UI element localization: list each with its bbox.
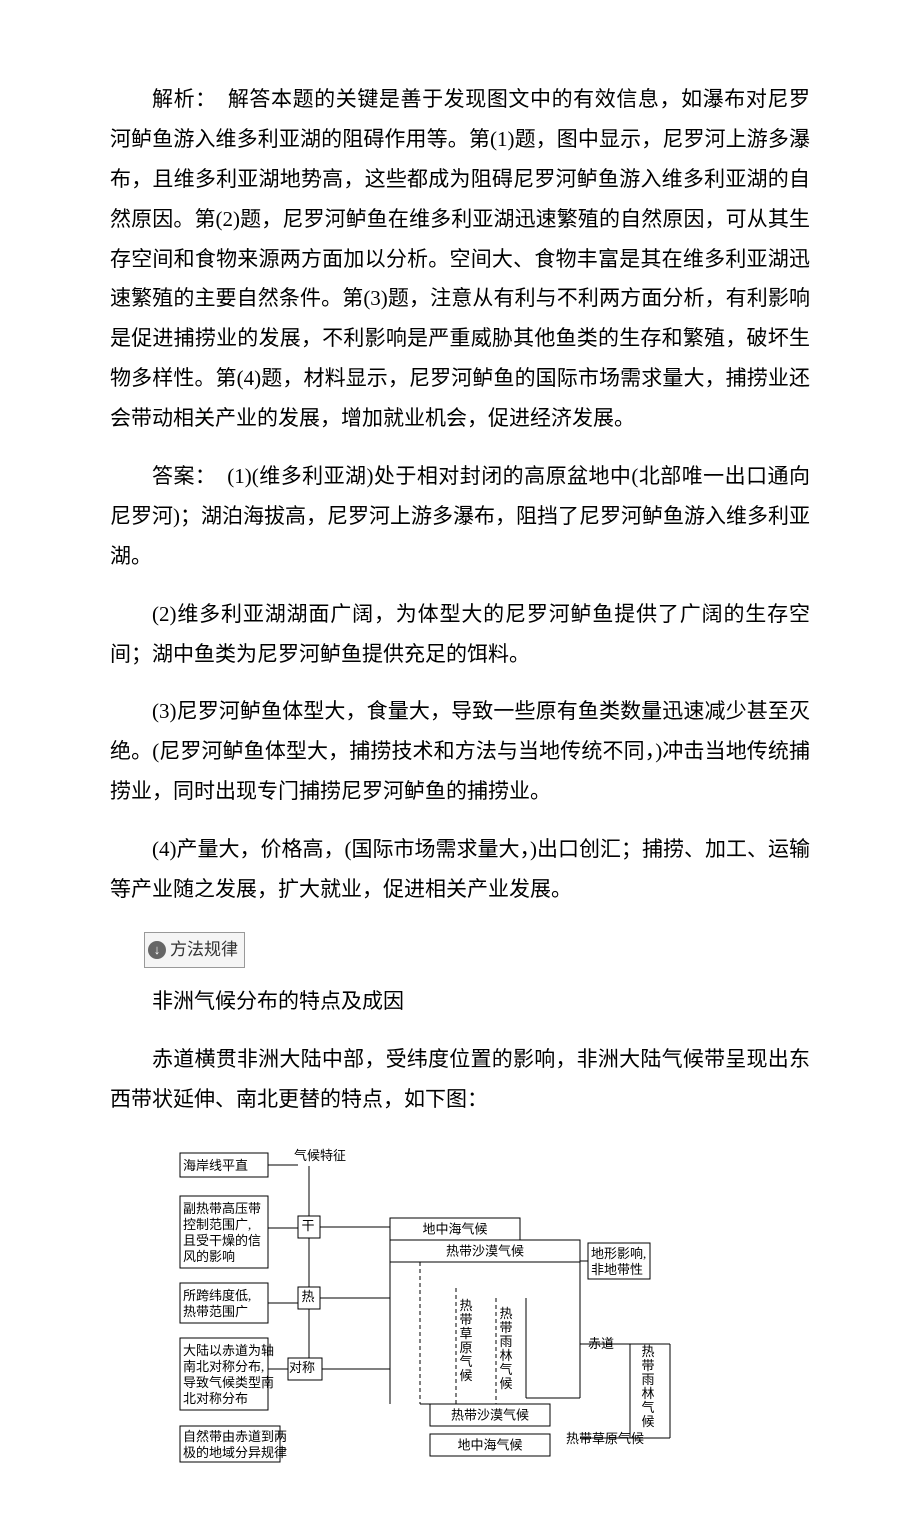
svg-text:地中海气候: 地中海气候 bbox=[422, 1222, 487, 1237]
svg-text:地形影响,: 地形影响, bbox=[591, 1246, 646, 1261]
svg-text:极的地域分异规律: 极的地域分异规律 bbox=[183, 1445, 287, 1460]
svg-text:地中海气候: 地中海气候 bbox=[457, 1438, 522, 1453]
answer-paragraph-3: (3)尼罗河鲈鱼体型大，食量大，导致一些原有鱼类数量迅速减少甚至灭绝。(尼罗河鲈… bbox=[110, 692, 810, 812]
svg-text:且受干燥的信: 且受干燥的信 bbox=[183, 1233, 261, 1248]
answer-paragraph-1: 答案： (1)(维多利亚湖)处于相对封闭的高原盆地中(北部唯一出口通向尼罗河)；… bbox=[110, 457, 810, 577]
svg-text:自然带由赤道到两: 自然带由赤道到两 bbox=[183, 1429, 287, 1444]
svg-text:热: 热 bbox=[459, 1298, 472, 1313]
answer-paragraph-2: (2)维多利亚湖湖面广阔，为体型大的尼罗河鲈鱼提供了广阔的生存空间；湖中鱼类为尼… bbox=[110, 595, 810, 675]
svg-text:所跨纬度低,: 所跨纬度低, bbox=[183, 1288, 251, 1303]
svg-text:热带沙漠气候: 热带沙漠气候 bbox=[451, 1408, 529, 1423]
svg-text:对称: 对称 bbox=[289, 1360, 315, 1375]
method-rule-badge: ↓ 方法规律 bbox=[144, 932, 245, 968]
svg-text:雨: 雨 bbox=[641, 1372, 654, 1387]
svg-text:风的影响: 风的影响 bbox=[183, 1249, 235, 1264]
topic-paragraph: 非洲气候分布的特点及成因 bbox=[110, 982, 810, 1022]
svg-text:南北对称分布,: 南北对称分布, bbox=[183, 1359, 264, 1374]
svg-text:林: 林 bbox=[641, 1386, 654, 1401]
svg-text:雨: 雨 bbox=[499, 1334, 512, 1349]
intro-paragraph: 赤道横贯非洲大陆中部，受纬度位置的影响，非洲大陆气候带呈现出东西带状延伸、南北更… bbox=[110, 1040, 810, 1120]
svg-text:原: 原 bbox=[459, 1340, 472, 1355]
svg-text:林: 林 bbox=[499, 1348, 512, 1363]
svg-text:候: 候 bbox=[641, 1414, 654, 1429]
svg-text:带: 带 bbox=[499, 1320, 512, 1335]
svg-text:气: 气 bbox=[641, 1400, 654, 1415]
svg-text:干: 干 bbox=[301, 1218, 314, 1233]
svg-text:热带草原气候: 热带草原气候 bbox=[566, 1431, 644, 1446]
svg-text:热: 热 bbox=[641, 1344, 654, 1359]
svg-text:带: 带 bbox=[459, 1312, 472, 1327]
svg-text:热带范围广: 热带范围广 bbox=[183, 1304, 248, 1319]
climate-diagram-svg: 海岸线平直副热带高压带控制范围广,且受干燥的信风的影响所跨纬度低,热带范围广大陆… bbox=[170, 1138, 690, 1463]
svg-text:副热带高压带: 副热带高压带 bbox=[183, 1201, 261, 1216]
answer-paragraph-4: (4)产量大，价格高，(国际市场需求量大，)出口创汇；捕捞、加工、运输等产业随之… bbox=[110, 830, 810, 910]
badge-label: 方法规律 bbox=[170, 934, 238, 966]
svg-text:非地带性: 非地带性 bbox=[591, 1262, 643, 1277]
svg-text:气候特征: 气候特征 bbox=[294, 1148, 346, 1163]
svg-text:气: 气 bbox=[499, 1362, 512, 1377]
svg-text:导致气候类型南: 导致气候类型南 bbox=[183, 1375, 274, 1390]
svg-text:气: 气 bbox=[459, 1354, 472, 1369]
arrow-down-icon: ↓ bbox=[148, 941, 166, 959]
svg-text:热: 热 bbox=[499, 1306, 512, 1321]
svg-text:带: 带 bbox=[641, 1358, 654, 1373]
svg-text:大陆以赤道为轴: 大陆以赤道为轴 bbox=[183, 1343, 274, 1358]
svg-text:候: 候 bbox=[499, 1376, 512, 1391]
svg-text:海岸线平直: 海岸线平直 bbox=[183, 1158, 248, 1173]
svg-text:北对称分布: 北对称分布 bbox=[183, 1391, 248, 1406]
analysis-paragraph: 解析： 解答本题的关键是善于发现图文中的有效信息，如瀑布对尼罗河鲈鱼游入维多利亚… bbox=[110, 80, 810, 439]
svg-text:控制范围广,: 控制范围广, bbox=[183, 1217, 251, 1232]
svg-text:热带沙漠气候: 热带沙漠气候 bbox=[446, 1244, 524, 1259]
svg-text:草: 草 bbox=[459, 1326, 472, 1341]
svg-text:候: 候 bbox=[459, 1368, 472, 1383]
svg-text:赤道: 赤道 bbox=[588, 1336, 614, 1351]
climate-diagram: 海岸线平直副热带高压带控制范围广,且受干燥的信风的影响所跨纬度低,热带范围广大陆… bbox=[170, 1138, 810, 1477]
